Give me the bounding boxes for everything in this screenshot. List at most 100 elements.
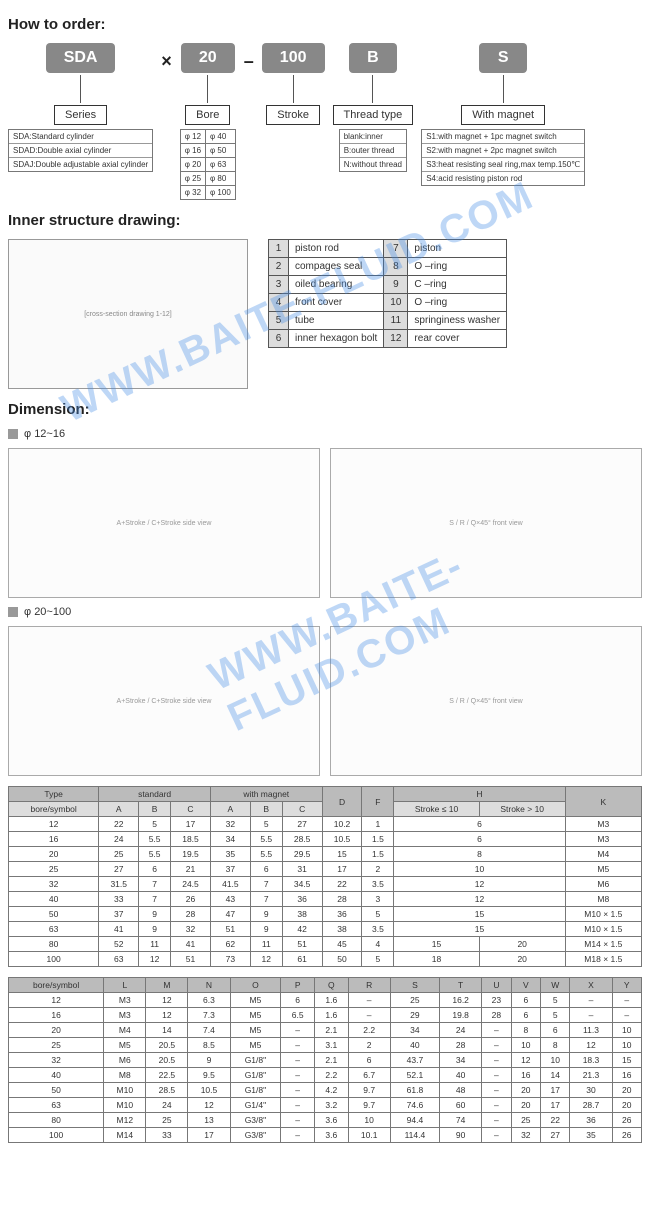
dimension-drawing-front: S / R / Q×45° front view <box>330 626 642 776</box>
table-cell: M3 <box>565 832 641 847</box>
table-cell: – <box>482 1038 511 1053</box>
table-cell: 32 <box>171 922 211 937</box>
table-cell: compages seal <box>289 258 384 276</box>
table-cell: 10.5 <box>188 1083 230 1098</box>
table-cell: 9 <box>384 276 408 294</box>
table-cell: 10 <box>348 1113 390 1128</box>
table-cell: 9.7 <box>348 1083 390 1098</box>
table-cell: G3/8" <box>230 1113 281 1128</box>
table-cell: M14 × 1.5 <box>565 937 641 952</box>
table-cell: 9.7 <box>348 1098 390 1113</box>
table-cell: 51 <box>210 922 250 937</box>
dimension-section: φ 12~16 A+Stroke / C+Stroke side view S … <box>8 428 642 776</box>
table-cell: 22 <box>541 1113 570 1128</box>
table-cell: 20 <box>9 1023 104 1038</box>
table-cell: 5 <box>541 993 570 1008</box>
table-cell: 16.2 <box>440 993 482 1008</box>
table-cell: oiled bearing <box>289 276 384 294</box>
table-cell: – <box>348 993 390 1008</box>
table-cell: 52 <box>99 937 139 952</box>
table-cell: 2.2 <box>348 1023 390 1038</box>
table-cell: 5 <box>269 312 289 330</box>
table-cell: 47 <box>210 907 250 922</box>
table-cell: 20 <box>479 952 565 967</box>
table-cell: 28.5 <box>146 1083 188 1098</box>
table-cell: 9 <box>139 907 171 922</box>
table-cell: 15 <box>394 922 565 937</box>
table-cell: 4 <box>269 294 289 312</box>
table-cell: 6 <box>139 862 171 877</box>
table-cell: 27 <box>282 817 322 832</box>
table-cell: 41.5 <box>210 877 250 892</box>
table-cell: G1/4" <box>230 1098 281 1113</box>
table-cell: 31.5 <box>99 877 139 892</box>
table-cell: 20 <box>612 1098 641 1113</box>
table-cell: 50 <box>322 952 362 967</box>
table-cell: – <box>482 1098 511 1113</box>
table-cell: 37 <box>99 907 139 922</box>
table-cell: 17 <box>541 1083 570 1098</box>
table-cell: 2.1 <box>314 1023 348 1038</box>
table-cell: 6 <box>281 993 315 1008</box>
table-cell: 38 <box>322 922 362 937</box>
table-cell: 7 <box>384 240 408 258</box>
table-cell: 42 <box>282 922 322 937</box>
table-cell: 9 <box>139 922 171 937</box>
table-cell: 10.1 <box>348 1128 390 1143</box>
table-cell: 21.3 <box>570 1068 612 1083</box>
table-cell: 15 <box>394 937 479 952</box>
table-cell: 51 <box>282 937 322 952</box>
table-cell: 25 <box>9 862 99 877</box>
label-box: Thread type <box>333 105 414 125</box>
table-cell: 13 <box>188 1113 230 1128</box>
table-cell: – <box>281 1128 315 1143</box>
table-cell: 16 <box>9 1008 104 1023</box>
table-cell: 90 <box>440 1128 482 1143</box>
table-cell: 9.5 <box>188 1068 230 1083</box>
table-cell: 32 <box>9 1053 104 1068</box>
table-cell: 12 <box>511 1053 540 1068</box>
table-cell: 10.2 <box>322 817 362 832</box>
table-cell: M10 <box>104 1098 146 1113</box>
label-box: With magnet <box>461 105 545 125</box>
table-cell: 36 <box>282 892 322 907</box>
table-cell: M5 <box>230 1008 281 1023</box>
title-inner-structure: Inner structure drawing: <box>8 212 642 229</box>
table-cell: M5 <box>104 1038 146 1053</box>
table-cell: 5 <box>362 952 394 967</box>
table-cell: 52.1 <box>390 1068 439 1083</box>
table-cell: 28 <box>440 1038 482 1053</box>
table-cell: 2 <box>348 1038 390 1053</box>
order-column: 20Boreφ 12φ 40φ 16φ 50φ 20φ 63φ 25φ 80φ … <box>180 43 236 200</box>
table-cell: 43 <box>210 892 250 907</box>
table-cell: 61 <box>282 952 322 967</box>
table-cell: 48 <box>440 1083 482 1098</box>
table-cell: 9 <box>250 907 282 922</box>
table-cell: 10 <box>612 1038 641 1053</box>
table-cell: 24 <box>440 1023 482 1038</box>
table-cell: G1/8" <box>230 1053 281 1068</box>
table-cell: – <box>482 1083 511 1098</box>
table-cell: 94.4 <box>390 1113 439 1128</box>
table-cell: – <box>612 993 641 1008</box>
table-cell: 12 <box>570 1038 612 1053</box>
table-cell: 28.5 <box>282 832 322 847</box>
table-cell: 11 <box>250 937 282 952</box>
table-cell: 4 <box>362 937 394 952</box>
table-cell: 33 <box>146 1128 188 1143</box>
table-cell: 3.2 <box>314 1098 348 1113</box>
table-cell: 19.5 <box>171 847 211 862</box>
table-cell: 7 <box>139 892 171 907</box>
table-cell: M3 <box>565 817 641 832</box>
table-cell: 11 <box>139 937 171 952</box>
table-cell: 5 <box>139 817 171 832</box>
table-cell: 12 <box>146 1008 188 1023</box>
table-cell: 22 <box>99 817 139 832</box>
table-cell: tube <box>289 312 384 330</box>
table-cell: 11 <box>384 312 408 330</box>
table-cell: M3 <box>104 993 146 1008</box>
dimension-drawing-side: A+Stroke / C+Stroke side view <box>8 448 320 598</box>
separator: × <box>161 43 172 72</box>
title-dimension: Dimension: <box>8 401 642 418</box>
table-cell: 26 <box>171 892 211 907</box>
